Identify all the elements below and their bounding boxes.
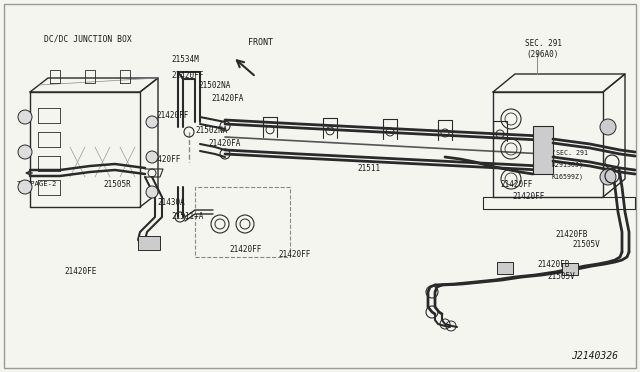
Circle shape (146, 116, 158, 128)
Text: J2140326: J2140326 (571, 351, 618, 361)
Text: SEC. 291: SEC. 291 (525, 39, 562, 48)
Text: 21420FF: 21420FF (172, 71, 204, 80)
Bar (497, 262, 513, 274)
Text: 21502NA: 21502NA (195, 126, 228, 135)
Text: 21420FB: 21420FB (538, 260, 570, 269)
Text: TO PAGE-2: TO PAGE-2 (17, 181, 57, 187)
Text: 21420FF: 21420FF (156, 111, 189, 120)
Text: 21420FF: 21420FF (148, 155, 181, 164)
Text: 21511: 21511 (357, 164, 380, 173)
Text: 21502NA: 21502NA (198, 81, 231, 90)
Text: FRONT: FRONT (248, 38, 273, 47)
Text: (SEC. 291: (SEC. 291 (552, 149, 588, 156)
Text: 21420FB: 21420FB (556, 230, 588, 239)
Text: 21420FF: 21420FF (278, 250, 311, 259)
Text: 21505V: 21505V (572, 240, 600, 249)
Circle shape (18, 110, 32, 124)
Text: 21420FF: 21420FF (512, 192, 545, 201)
Bar (138, 236, 160, 250)
Text: 21420FA: 21420FA (211, 94, 244, 103)
Bar (562, 263, 578, 275)
Text: K29130J): K29130J) (552, 161, 584, 168)
Text: 21534M: 21534M (172, 55, 199, 64)
Circle shape (146, 186, 158, 198)
Circle shape (18, 145, 32, 159)
Bar (533, 126, 553, 174)
Text: 21505R: 21505R (104, 180, 131, 189)
Circle shape (18, 180, 32, 194)
Circle shape (600, 169, 616, 185)
Circle shape (600, 119, 616, 135)
Text: K16599Z): K16599Z) (552, 173, 584, 180)
Circle shape (146, 151, 158, 163)
Text: 21430A: 21430A (157, 198, 185, 207)
Text: 21420FE: 21420FE (64, 267, 97, 276)
Text: 21511+A: 21511+A (172, 212, 204, 221)
Text: 21420FF: 21420FF (500, 180, 533, 189)
Text: 21420FF: 21420FF (229, 245, 262, 254)
Text: 21505V: 21505V (548, 272, 575, 280)
Text: DC/DC JUNCTION BOX: DC/DC JUNCTION BOX (44, 35, 131, 44)
Text: 21420FA: 21420FA (208, 140, 241, 148)
Text: (296A0): (296A0) (527, 50, 559, 59)
